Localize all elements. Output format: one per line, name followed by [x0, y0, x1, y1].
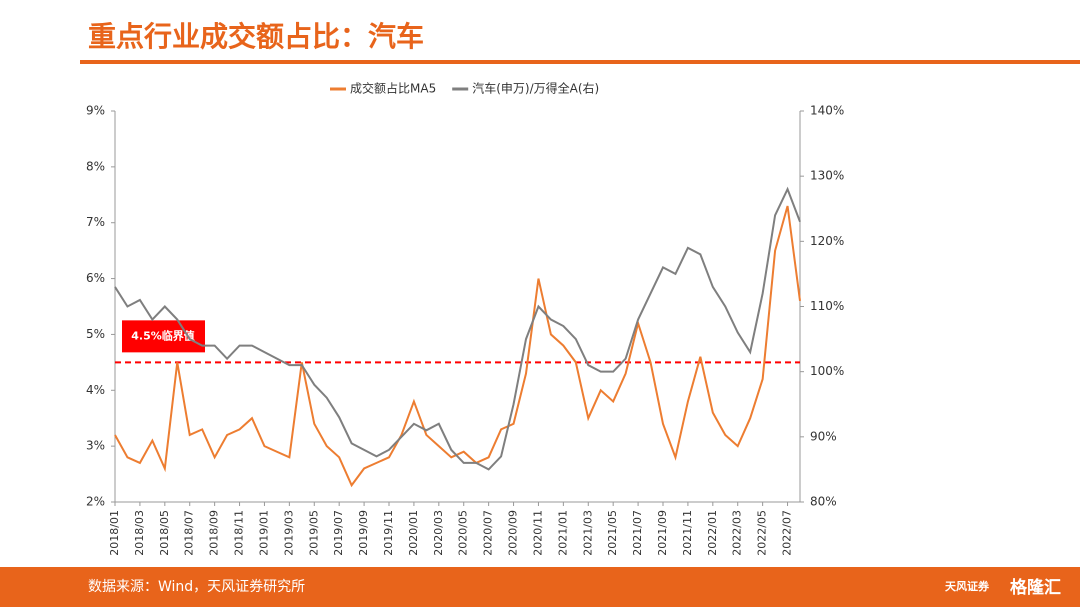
slide-title: 重点行业成交额占比：汽车: [88, 20, 424, 53]
x-tick-label: 2018/07: [183, 510, 196, 556]
x-tick-label: 2020/09: [507, 510, 520, 556]
x-tick-label: 2021/01: [556, 510, 569, 556]
x-tick-label: 2018/09: [208, 510, 221, 556]
y-tick-label: 7%: [86, 215, 105, 229]
x-tick-label: 2022/03: [731, 510, 744, 556]
y2-tick-label: 110%: [810, 299, 844, 313]
series-line: [114, 205, 801, 488]
x-tick-label: 2019/09: [357, 510, 370, 556]
y-tick-label: 9%: [86, 104, 105, 118]
legend-label: 汽车(申万)/万得全A(右): [472, 81, 599, 96]
x-tick-label: 2022/01: [706, 510, 719, 556]
x-tick-label: 2020/03: [432, 510, 445, 556]
y2-tick-label: 120%: [810, 234, 844, 248]
x-tick-label: 2020/11: [531, 510, 544, 556]
x-tick-label: 2021/09: [656, 510, 669, 556]
x-tick-label: 2018/03: [133, 510, 146, 556]
x-tick-label: 2021/05: [606, 510, 619, 556]
x-tick-label: 2022/07: [781, 510, 794, 556]
threshold-label: 4.5%临界值: [131, 328, 195, 342]
footer-bar: [0, 567, 1080, 607]
series-line: [114, 186, 801, 471]
y2-tick-label: 80%: [810, 495, 837, 509]
x-tick-label: 2020/01: [407, 510, 420, 556]
title-rule: [80, 60, 1080, 64]
x-tick-label: 2022/05: [756, 510, 769, 556]
y-tick-label: 3%: [86, 439, 105, 453]
x-tick-label: 2019/03: [282, 510, 295, 556]
y2-tick-label: 130%: [810, 169, 844, 183]
logo: 天风证券: [945, 579, 990, 593]
source: 数据来源：Wind，天风证券研究所: [88, 579, 305, 595]
x-tick-label: 2021/07: [631, 510, 644, 556]
x-tick-label: 2021/11: [681, 510, 694, 556]
x-tick-label: 2019/07: [332, 510, 345, 556]
x-tick-label: 2019/11: [382, 510, 395, 556]
threshold-box: [122, 320, 205, 353]
y-tick-label: 4%: [86, 383, 105, 397]
x-tick-label: 2021/03: [581, 510, 594, 556]
y-tick-label: 8%: [86, 159, 105, 173]
y-tick-label: 2%: [86, 495, 105, 509]
y-tick-label: 5%: [86, 327, 105, 341]
logo: 格隆汇: [1010, 577, 1061, 598]
x-tick-label: 2019/01: [257, 510, 270, 556]
x-tick-label: 2018/05: [158, 510, 171, 556]
y-tick-label: 6%: [86, 271, 105, 285]
legend-label: 成交额占比MA5: [350, 81, 436, 96]
y2-tick-label: 140%: [810, 104, 844, 118]
x-tick-label: 2020/05: [457, 510, 470, 556]
y2-tick-label: 90%: [810, 429, 837, 443]
x-tick-label: 2018/11: [233, 510, 246, 556]
x-tick-label: 2019/05: [307, 510, 320, 556]
x-tick-label: 2018/01: [108, 510, 121, 556]
x-tick-label: 2020/07: [482, 510, 495, 556]
y2-tick-label: 100%: [810, 364, 844, 378]
